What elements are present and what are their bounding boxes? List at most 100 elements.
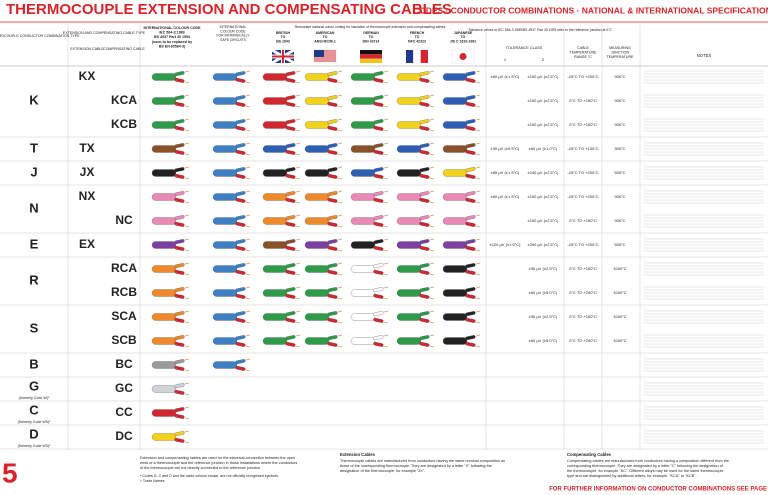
conductor [235,71,246,77]
cable [151,70,190,84]
wire-tip [295,238,301,252]
tolerance-class-2: ±30 μV (±2.5°C) [529,266,558,271]
wire-tip [184,70,190,84]
cable [396,334,435,348]
cable [151,358,190,372]
conductor [174,293,185,299]
cable [350,166,389,180]
conductor [373,191,384,197]
cable-sheath [396,337,422,345]
cable [212,70,251,84]
conductor [235,101,246,107]
cable [396,310,435,324]
conductor [174,407,185,413]
wire-tip [475,286,481,300]
extension-code: KX [79,69,96,83]
footer-text: corresponding thermocouple. They are des… [567,464,724,468]
column-header: EXTENSION AND COMPENSATING CABLE TYPE [63,31,146,35]
conductor [235,335,246,341]
compensating-code: BC [115,357,133,371]
conductor [235,119,246,125]
conductor [235,341,246,347]
conductor [373,95,384,101]
conductor [373,167,384,173]
column-header: TEMPERATURE [570,50,597,54]
column-header: THERMOCOUPLE CONDUCTOR COMBINATION TYPE [0,34,80,38]
cable [350,286,389,300]
cable-sheath [212,145,238,153]
wire-tip [245,118,251,132]
cable-sheath [212,73,238,81]
column-header: BS 1843 [276,39,290,43]
compensating-code: DC [115,429,133,443]
cable-sheath [350,337,376,345]
conductor [235,215,246,221]
cable [262,262,301,276]
temperature-range: -25°C TO +100°C [567,146,599,151]
temperature-range: -25°C TO +200°C [567,242,599,247]
wire-tip [475,190,481,204]
cable-sheath [262,241,288,249]
cable-sheath [304,145,330,153]
conductor [419,143,430,149]
conductor [327,287,338,293]
conductor [465,317,476,323]
wire-tip [245,358,251,372]
conductor [235,293,246,299]
conductor [235,197,246,203]
extension-code: JX [80,165,95,179]
wire-tip [429,238,435,252]
conductor [373,197,384,203]
cable [396,238,435,252]
cable-sheath [396,97,422,105]
column-header: BRITISH [276,31,290,35]
conductor [174,263,185,269]
column-header: BS EN 60584-3) [159,44,186,48]
cable [304,190,343,204]
conductor [419,191,430,197]
conductor [373,101,384,107]
conductor [285,317,296,323]
conductor [174,77,185,83]
conductor [327,239,338,245]
wire-tip [429,166,435,180]
cable-sheath [396,121,422,129]
column-header: ANSI MC96.1 [314,39,336,43]
conductor [285,335,296,341]
conductor [419,125,430,131]
conductor [465,293,476,299]
wire-tip [429,286,435,300]
cable [396,94,435,108]
conductor [174,359,185,365]
conductor [465,239,476,245]
cable [350,334,389,348]
conductor [465,101,476,107]
cable-sheath [350,289,376,297]
cable [304,94,343,108]
cable-sheath [262,121,288,129]
conductor [465,191,476,197]
conductor [285,245,296,251]
conductor [174,437,185,443]
cable [442,238,481,252]
tolerance-class-1: ±85 μV (±1.5°C) [491,170,520,175]
cable [151,214,190,228]
conductor [419,239,430,245]
conductor [373,245,384,251]
column-header: 1 [504,57,507,62]
wire-tip [337,70,343,84]
cable-sheath [151,73,177,81]
wire-tip [295,334,301,348]
conductor [285,269,296,275]
conductor [285,143,296,149]
cable [350,70,389,84]
cable-sheath [212,313,238,321]
conductor [419,71,430,77]
wire-tip [383,142,389,156]
conductor [174,317,185,323]
wire-tip [184,382,190,396]
type-note: (formerly Code W5)* [18,420,51,424]
conductor [327,77,338,83]
thermocouple-type: C [29,402,39,417]
cable [212,334,251,348]
